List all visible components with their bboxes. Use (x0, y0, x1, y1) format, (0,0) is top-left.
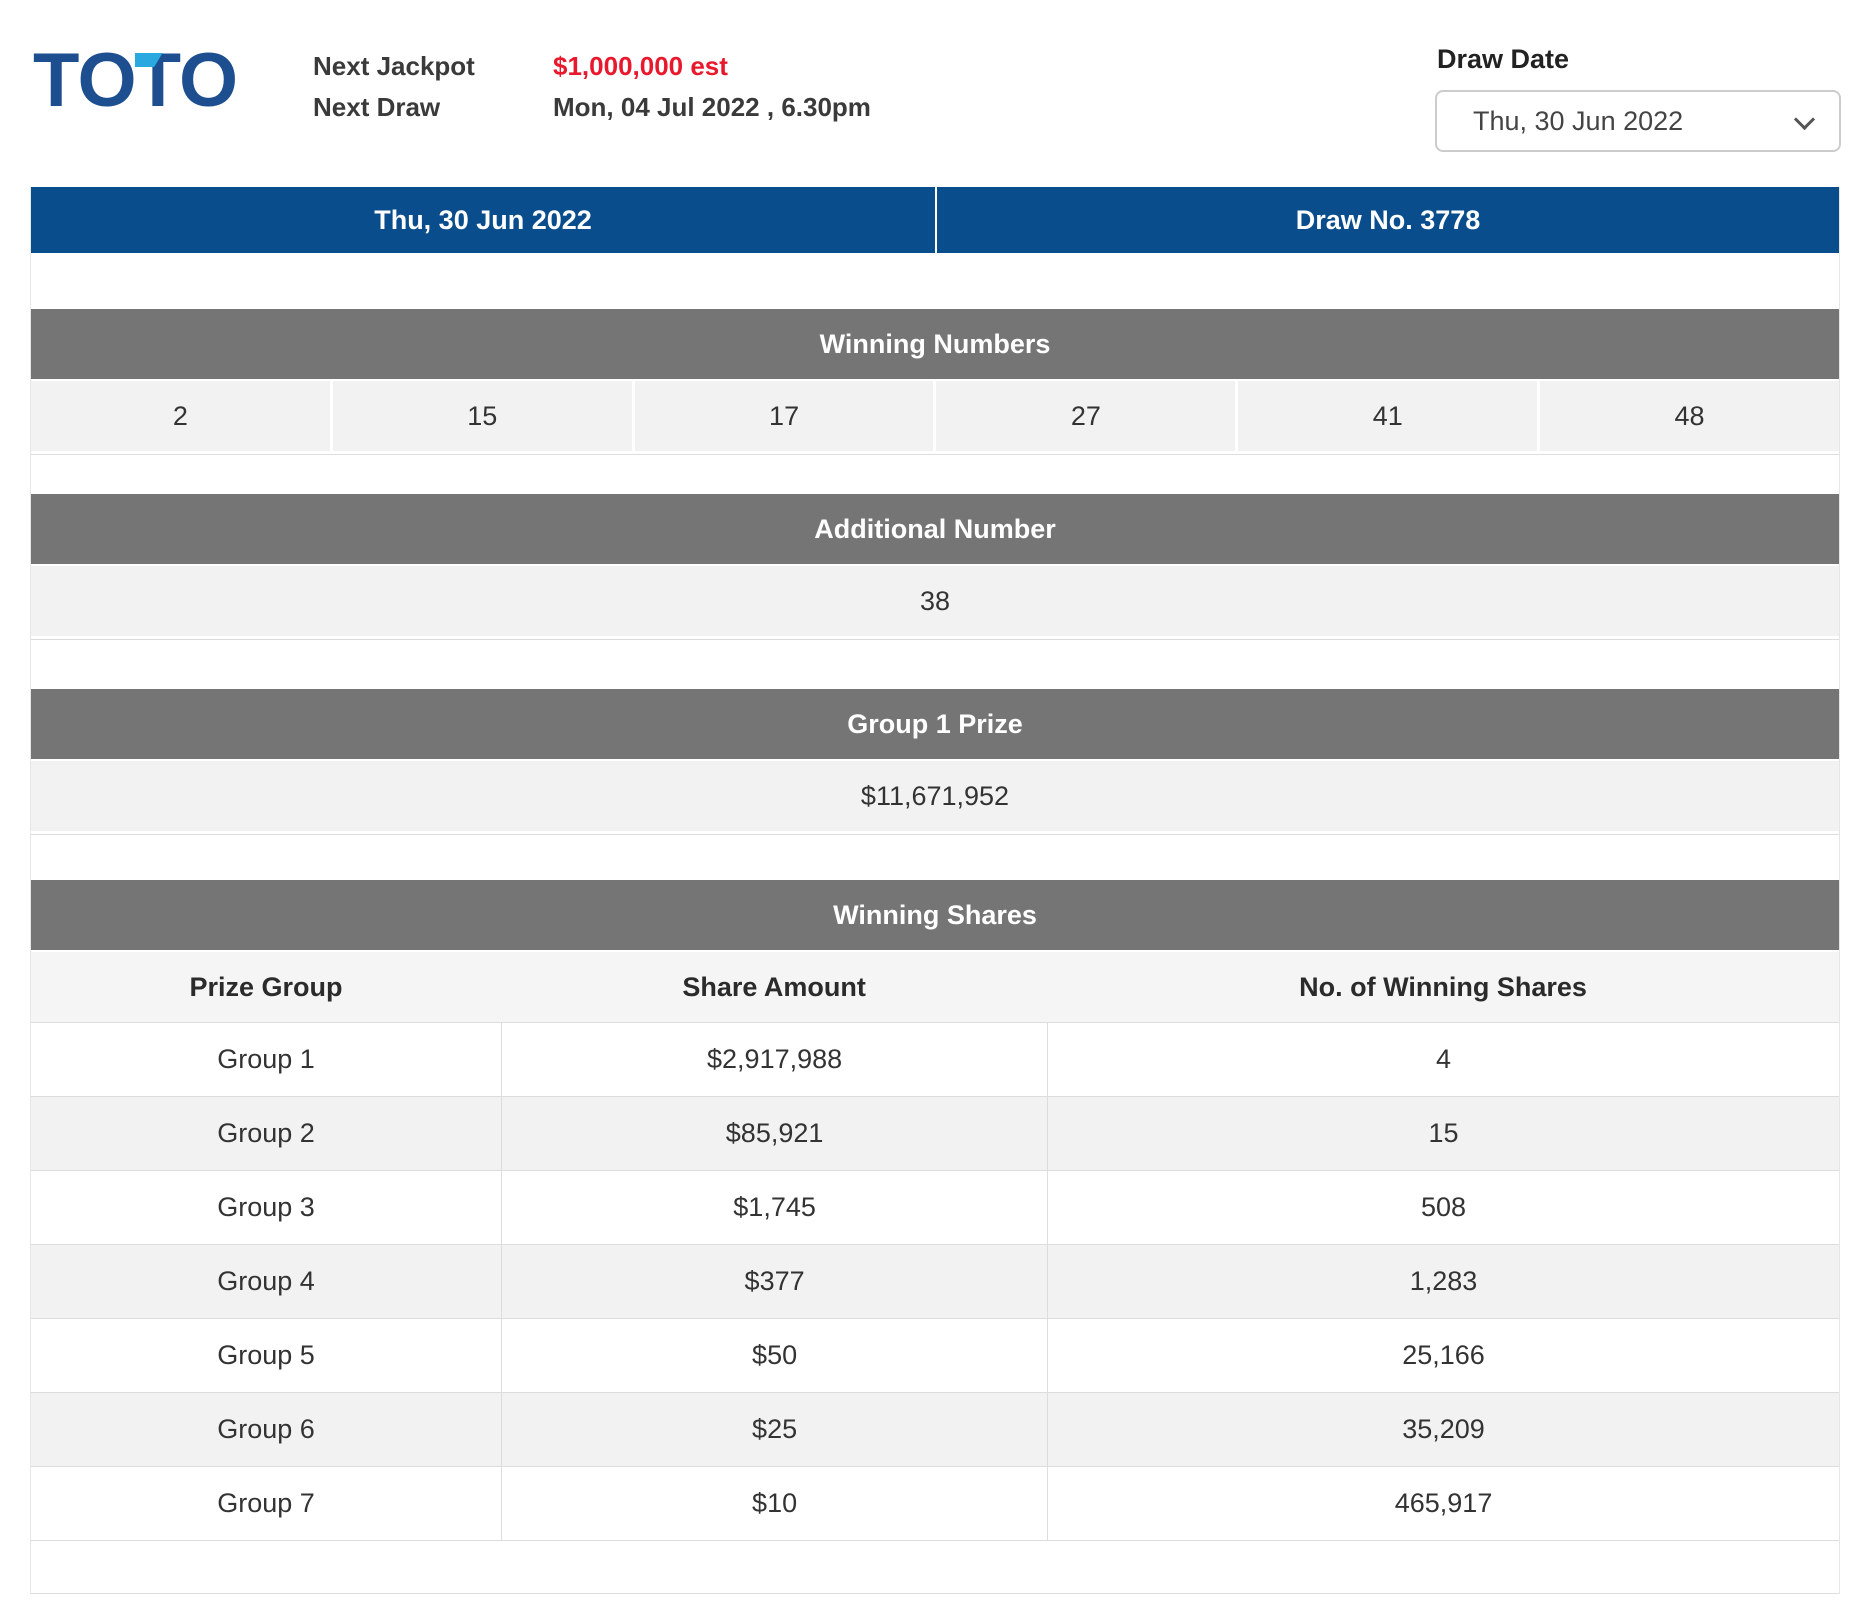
share-amount-cell: $85,921 (501, 1097, 1047, 1170)
next-jackpot-label: Next Jackpot (313, 51, 475, 81)
page-header: T O T O Next Jackpot Next Draw $1,000,00… (0, 0, 1870, 160)
share-amount-cell: $50 (501, 1319, 1047, 1392)
winning-numbers-row: 2 15 17 27 41 48 (31, 379, 1839, 454)
num-shares-cell: 25,166 (1047, 1319, 1839, 1392)
num-shares-cell: 1,283 (1047, 1245, 1839, 1318)
winning-number: 41 (1238, 381, 1541, 451)
prize-group-cell: Group 6 (217, 1414, 315, 1444)
prize-group-cell: Group 5 (217, 1340, 315, 1370)
share-amount-cell: $10 (501, 1467, 1047, 1540)
draw-date-label: Draw Date (1437, 44, 1570, 74)
prize-group-cell: Group 7 (217, 1488, 315, 1518)
winning-number: 48 (1540, 381, 1839, 451)
table-row: Group 3 $1,745 508 (31, 1170, 1839, 1244)
next-draw-values: $1,000,000 est Mon, 04 Jul 2022 , 6.30pm (553, 46, 871, 128)
table-row: Group 5 $50 25,166 (31, 1318, 1839, 1392)
column-header-prize-group: Prize Group (189, 972, 343, 1002)
draw-date-select[interactable]: Thu, 30 Jun 2022 (1435, 90, 1841, 152)
share-amount-cell: $2,917,988 (501, 1023, 1047, 1096)
winning-numbers-title: Winning Numbers (31, 309, 1839, 379)
next-draw-label: Next Draw (313, 92, 441, 122)
table-row: Group 1 $2,917,988 4 (31, 1022, 1839, 1096)
winning-number: 2 (31, 381, 333, 451)
winning-number: 15 (332, 381, 635, 451)
draw-header-bar: Thu, 30 Jun 2022 Draw No. 3778 (31, 187, 1839, 253)
next-draw-labels: Next Jackpot Next Draw (313, 46, 475, 128)
table-row: Group 4 $377 1,283 (31, 1244, 1839, 1318)
winning-number: 27 (936, 381, 1239, 451)
spacer-row (31, 639, 1839, 689)
toto-logo: T O T O (33, 38, 238, 123)
share-amount-cell: $377 (501, 1245, 1047, 1318)
table-footer-row (31, 1540, 1839, 1594)
next-jackpot-value: $1,000,000 est (553, 51, 728, 81)
additional-number-title: Additional Number (31, 494, 1839, 564)
winning-number: 17 (634, 381, 937, 451)
spacer-row (31, 834, 1839, 880)
spacer-row (31, 253, 1839, 309)
table-row: Group 2 $85,921 15 (31, 1096, 1839, 1170)
logo-letter: O (179, 38, 238, 123)
share-amount-cell: $1,745 (501, 1171, 1047, 1244)
draw-date-header: Thu, 30 Jun 2022 (374, 205, 592, 235)
group1-prize-value: $11,671,952 (31, 759, 1839, 834)
column-header-share-amount: Share Amount (682, 972, 866, 1002)
prize-group-cell: Group 1 (217, 1044, 315, 1074)
num-shares-cell: 465,917 (1047, 1467, 1839, 1540)
num-shares-cell: 15 (1047, 1097, 1839, 1170)
prize-group-cell: Group 4 (217, 1266, 315, 1296)
logo-letter: O (77, 38, 136, 123)
num-shares-cell: 35,209 (1047, 1393, 1839, 1466)
logo-accent-triangle-icon (134, 53, 163, 67)
prize-group-cell: Group 3 (217, 1192, 315, 1222)
column-header-winning-shares: No. of Winning Shares (1299, 972, 1587, 1002)
table-row: Group 7 $10 465,917 (31, 1466, 1839, 1540)
share-amount-cell: $25 (501, 1393, 1047, 1466)
draw-results-panel: Thu, 30 Jun 2022 Draw No. 3778 Winning N… (30, 187, 1840, 1594)
num-shares-cell: 4 (1047, 1023, 1839, 1096)
num-shares-cell: 508 (1047, 1171, 1839, 1244)
prize-group-cell: Group 2 (217, 1118, 315, 1148)
group1-prize-title: Group 1 Prize (31, 689, 1839, 759)
next-draw-value: Mon, 04 Jul 2022 , 6.30pm (553, 92, 871, 122)
draw-number-header: Draw No. 3778 (935, 187, 1839, 253)
additional-number-value: 38 (31, 564, 1839, 639)
logo-letter: T (134, 38, 181, 123)
winning-shares-title: Winning Shares (31, 880, 1839, 950)
spacer-row (31, 454, 1839, 494)
winning-shares-column-headers: Prize Group Share Amount No. of Winning … (31, 950, 1839, 1022)
table-row: Group 6 $25 35,209 (31, 1392, 1839, 1466)
logo-letter: T (33, 38, 79, 123)
